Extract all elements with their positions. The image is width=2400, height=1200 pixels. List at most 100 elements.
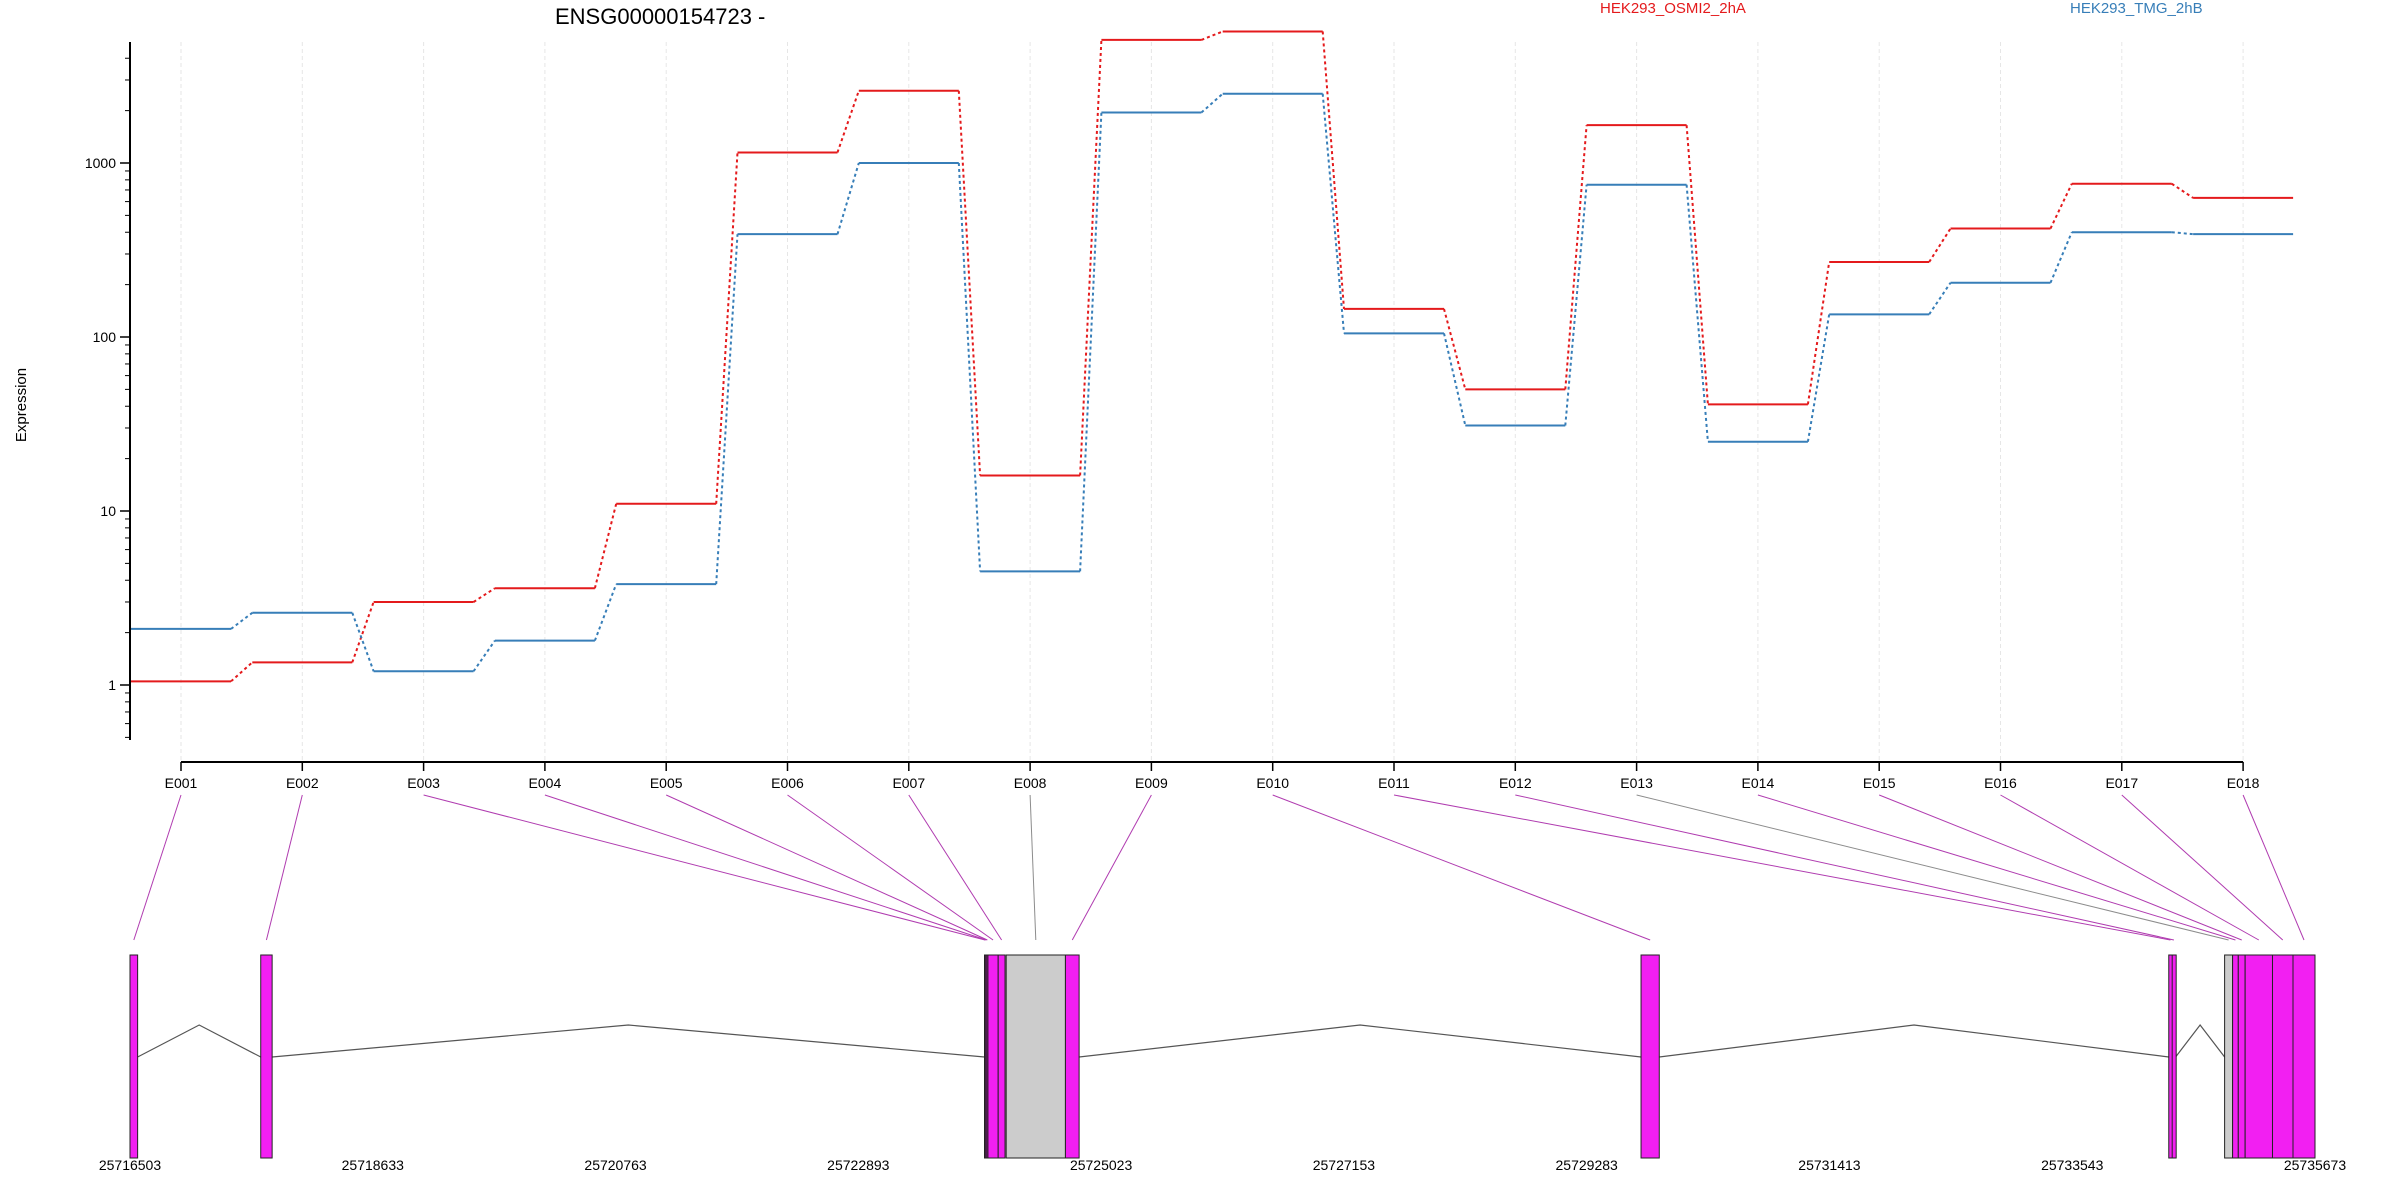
x-tick-label: E014 [1742,775,1775,791]
series-connector [593,583,618,641]
series-connector [2049,183,2073,229]
x-tick-label: E003 [407,775,440,791]
exon-connector [2242,794,2305,941]
intron-line [1659,1024,2169,1058]
exon-box [2171,954,2177,1159]
series-connector [351,601,375,663]
x-tick-label: E015 [1863,775,1896,791]
gene-model: 25716503 25718633 25720763 25722893 25725023… [99,954,2347,1173]
x-tick-label: E004 [529,775,562,791]
exon-connector [1029,794,1037,941]
axes: 1 10 100 1000 E001 E002 E003 E004 E005 E006 E007 E0… [85,42,2260,791]
exon-box [1064,954,1080,1159]
series-connector [2171,231,2194,236]
series-connector [957,162,982,572]
coordinate-label: 25727153 [1313,1157,1376,1173]
series-connector [1928,282,1952,315]
coordinate-label: 25733543 [2041,1157,2104,1173]
series-connector [1443,308,1467,390]
series-connector [1200,93,1224,114]
exon-connector [2000,794,2260,941]
y-tick-label: 10 [100,503,116,519]
exon-box [2271,954,2294,1159]
series-connector [1685,125,1709,405]
series-connector [473,587,496,603]
series-connector [2171,182,2194,199]
series-connector [836,90,860,153]
series-connector [1079,112,1103,572]
x-tick-label: E001 [165,775,198,791]
chart-title: ENSG00000154723 - [555,4,765,29]
exon-box [997,954,1006,1159]
exon-connector [265,794,303,941]
series-connector [593,503,618,589]
series-connector [472,640,496,672]
series-connector [1564,125,1588,390]
intron-line [137,1024,262,1058]
x-tick-label: E005 [650,775,683,791]
coordinate-label: 25729283 [1556,1157,1619,1173]
series-connector [1685,184,1709,442]
exon-connector [1757,794,2236,941]
exon-box [260,954,273,1159]
exon-box [2244,954,2273,1159]
coordinate-label: 25722893 [827,1157,890,1173]
intron-line [272,1024,985,1058]
coordinate-label: 25735673 [2284,1157,2347,1173]
y-axis-label: Expression [13,368,30,442]
series-connector [1443,333,1467,426]
series-connector [1201,30,1224,41]
series-connector [230,611,253,630]
series-connector [1564,184,1588,426]
exon-connector [1879,794,2242,941]
exon-box [1005,954,1066,1159]
coordinate-label: 25718633 [342,1157,405,1173]
exon-box [129,954,139,1159]
series-connector [1928,228,1952,263]
x-tick-label: E006 [771,775,804,791]
exon-box [987,954,999,1159]
x-tick-label: E010 [1256,775,1289,791]
exon-connector [1515,794,2175,941]
series-lines [131,30,2294,683]
series-connector [1079,39,1103,476]
x-tick-label: E018 [2227,775,2260,791]
exon-connector-lines [133,794,2305,941]
series-connector [1321,93,1345,334]
exon-connector [908,794,1003,941]
exon-box [2237,954,2246,1159]
x-tick-label: E009 [1135,775,1168,791]
x-tick-label: E017 [2105,775,2138,791]
exon-box [2224,954,2234,1159]
intron-line [2175,1024,2226,1058]
exon-box [1640,954,1660,1159]
legend-series-2: HEK293_TMG_2hB [2070,0,2203,17]
exon-connector [2121,794,2284,941]
exon-connector [1272,794,1651,941]
legend-series-1: HEK293_OSMI2_2hA [1600,0,1746,17]
x-tick-label: E008 [1014,775,1047,791]
coordinate-label: 25731413 [1798,1157,1861,1173]
series-connector [715,234,739,585]
exon-connector [423,794,986,941]
coordinate-label: 25720763 [584,1157,647,1173]
exon-box [2292,954,2316,1159]
x-tick-label: E011 [1378,775,1410,791]
x-tick-label: E016 [1984,775,2017,791]
series-connector [351,612,375,672]
x-tick-label: E012 [1499,775,1532,791]
series-connector [2049,231,2073,284]
series-connector [957,90,982,476]
exon-connector [544,794,987,941]
series-connector [230,661,253,683]
vertical-gridlines [180,42,2244,762]
y-tick-label: 100 [93,329,117,345]
series-connector [715,152,739,504]
exon-connector [1393,794,2171,941]
x-tick-label: E002 [286,775,319,791]
exon-connector [665,794,988,941]
coordinate-label: 25725023 [1070,1157,1133,1173]
series-2 [131,92,2294,673]
series-connector [836,162,860,235]
y-tick-label: 1 [108,677,116,693]
